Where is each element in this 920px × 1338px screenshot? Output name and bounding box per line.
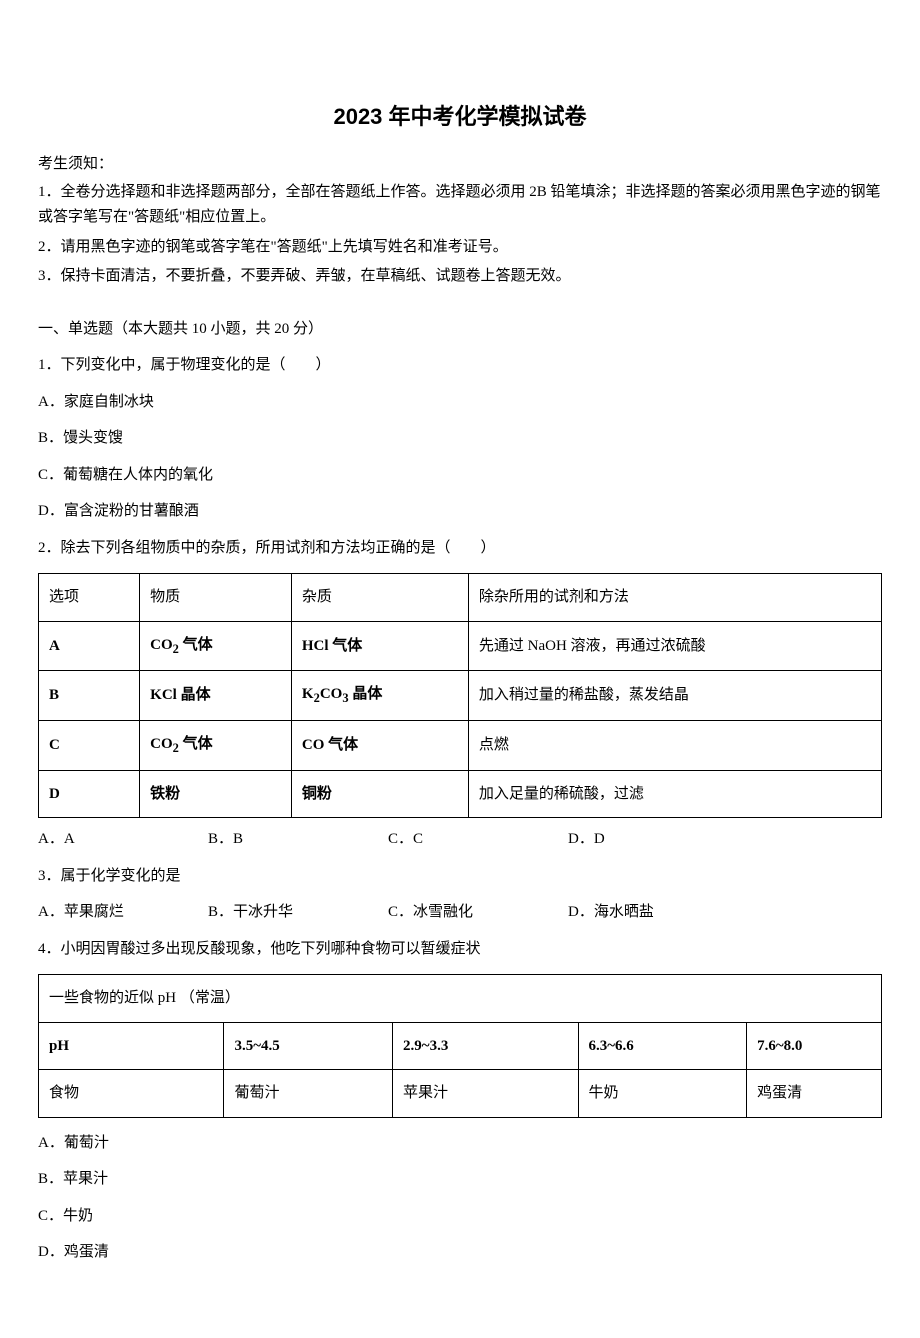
q2-table: 选项 物质 杂质 除杂所用的试剂和方法 A CO2 气体 HCl 气体 先通过 …	[38, 573, 882, 818]
table-cell: 加入足量的稀硫酸，过滤	[468, 770, 881, 818]
q4-stem: 4．小明因胃酸过多出现反酸现象，他吃下列哪种食物可以暂缓症状	[38, 938, 882, 961]
table-cell: A	[39, 621, 140, 671]
table-row: 一些食物的近似 pH （常温）	[39, 975, 882, 1023]
q2-options-row: A．A B．B C．C D．D	[38, 828, 882, 851]
table-cell: CO2 气体	[140, 621, 292, 671]
table-header-cell: 除杂所用的试剂和方法	[468, 574, 881, 622]
table-cell: D	[39, 770, 140, 818]
table-row: pH 3.5~4.5 2.9~3.3 6.3~6.6 7.6~8.0	[39, 1022, 882, 1070]
table-row: A CO2 气体 HCl 气体 先通过 NaOH 溶液，再通过浓硫酸	[39, 621, 882, 671]
table-cell: 3.5~4.5	[224, 1022, 393, 1070]
instructions-header: 考生须知：	[38, 153, 882, 176]
exam-title: 2023 年中考化学模拟试卷	[38, 100, 882, 133]
table-row: C CO2 气体 CO 气体 点燃	[39, 721, 882, 771]
table-cell: 牛奶	[578, 1070, 747, 1118]
table-row: D 铁粉 铜粉 加入足量的稀硫酸，过滤	[39, 770, 882, 818]
q1-option-c: C．葡萄糖在人体内的氧化	[38, 464, 882, 487]
table-cell: 苹果汁	[393, 1070, 578, 1118]
table-cell: 2.9~3.3	[393, 1022, 578, 1070]
table-cell: 食物	[39, 1070, 224, 1118]
section-header: 一、单选题（本大题共 10 小题，共 20 分）	[38, 318, 882, 341]
table-cell: CO2 气体	[140, 721, 292, 771]
table-row: 选项 物质 杂质 除杂所用的试剂和方法	[39, 574, 882, 622]
table-cell: 7.6~8.0	[747, 1022, 882, 1070]
q2-option-c: C．C	[388, 828, 568, 851]
table-cell: 点燃	[468, 721, 881, 771]
table-row: B KCl 晶体 K2CO3 晶体 加入稍过量的稀盐酸，蒸发结晶	[39, 671, 882, 721]
q2-option-d: D．D	[568, 828, 728, 851]
instruction-line-2: 2．请用黑色字迹的钢笔或答字笔在"答题纸"上先填写姓名和准考证号。	[38, 235, 882, 261]
table-cell: 鸡蛋清	[747, 1070, 882, 1118]
q3-options-row: A．苹果腐烂 B．干冰升华 C．冰雪融化 D．海水晒盐	[38, 901, 882, 924]
table-caption-cell: 一些食物的近似 pH （常温）	[39, 975, 882, 1023]
table-header-cell: 选项	[39, 574, 140, 622]
q4-table: 一些食物的近似 pH （常温） pH 3.5~4.5 2.9~3.3 6.3~6…	[38, 974, 882, 1118]
table-cell: 加入稍过量的稀盐酸，蒸发结晶	[468, 671, 881, 721]
q4-option-b: B．苹果汁	[38, 1168, 882, 1191]
table-cell: pH	[39, 1022, 224, 1070]
table-cell: HCl 气体	[291, 621, 468, 671]
table-cell: 铁粉	[140, 770, 292, 818]
table-cell: 6.3~6.6	[578, 1022, 747, 1070]
table-cell: 葡萄汁	[224, 1070, 393, 1118]
table-cell: CO 气体	[291, 721, 468, 771]
q3-option-c: C．冰雪融化	[388, 901, 568, 924]
q1-option-d: D．富含淀粉的甘薯酿酒	[38, 500, 882, 523]
table-cell: C	[39, 721, 140, 771]
table-cell: B	[39, 671, 140, 721]
table-cell: 先通过 NaOH 溶液，再通过浓硫酸	[468, 621, 881, 671]
q4-option-d: D．鸡蛋清	[38, 1241, 882, 1264]
q4-option-a: A．葡萄汁	[38, 1132, 882, 1155]
q3-option-b: B．干冰升华	[208, 901, 388, 924]
q1-stem: 1．下列变化中，属于物理变化的是（ ）	[38, 354, 882, 377]
q4-option-c: C．牛奶	[38, 1205, 882, 1228]
instruction-line-3: 3．保持卡面清洁，不要折叠，不要弄破、弄皱，在草稿纸、试题卷上答题无效。	[38, 264, 882, 290]
table-cell: KCl 晶体	[140, 671, 292, 721]
table-header-cell: 杂质	[291, 574, 468, 622]
instruction-line-1: 1．全卷分选择题和非选择题两部分，全部在答题纸上作答。选择题必须用 2B 铅笔填…	[38, 180, 882, 231]
q2-option-b: B．B	[208, 828, 388, 851]
table-cell: 铜粉	[291, 770, 468, 818]
q1-option-a: A．家庭自制冰块	[38, 391, 882, 414]
q3-option-d: D．海水晒盐	[568, 901, 728, 924]
q3-option-a: A．苹果腐烂	[38, 901, 208, 924]
q2-option-a: A．A	[38, 828, 208, 851]
table-cell: K2CO3 晶体	[291, 671, 468, 721]
table-row: 食物 葡萄汁 苹果汁 牛奶 鸡蛋清	[39, 1070, 882, 1118]
table-header-cell: 物质	[140, 574, 292, 622]
q2-stem: 2．除去下列各组物质中的杂质，所用试剂和方法均正确的是（ ）	[38, 537, 882, 560]
q1-option-b: B．馒头变馊	[38, 427, 882, 450]
q3-stem: 3．属于化学变化的是	[38, 865, 882, 888]
